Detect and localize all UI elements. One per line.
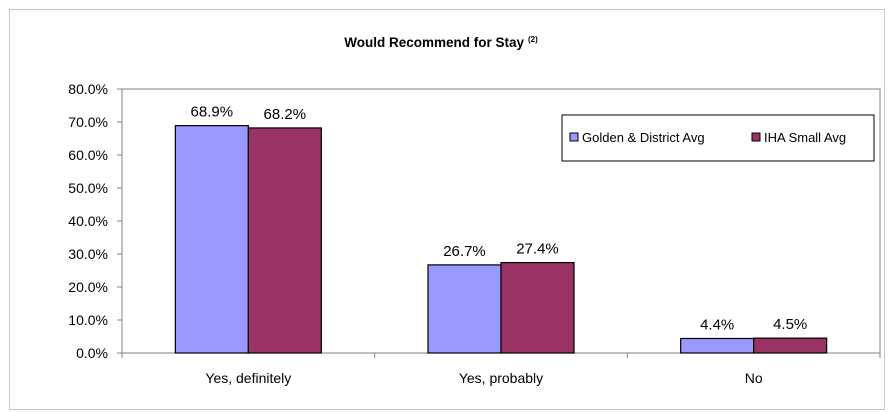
- legend-label: IHA Small Avg: [764, 130, 846, 145]
- x-tick-label: Yes, definitely: [205, 370, 291, 386]
- legend-label: Golden & District Avg: [582, 130, 705, 145]
- data-label: 68.9%: [191, 104, 234, 121]
- bar: [427, 264, 502, 354]
- data-label: 4.5%: [773, 316, 807, 333]
- y-tick-label: 80.0%: [68, 81, 108, 97]
- y-tick-label: 50.0%: [68, 180, 108, 196]
- bar: [753, 337, 828, 354]
- y-tick-label: 30.0%: [68, 246, 108, 262]
- data-label: 4.4%: [700, 316, 734, 333]
- y-tick-label: 10.0%: [68, 312, 108, 328]
- x-tick-label: Yes, probably: [459, 370, 543, 386]
- y-tick-label: 70.0%: [68, 114, 108, 130]
- bar: [500, 261, 575, 354]
- y-tick-label: 40.0%: [68, 213, 108, 229]
- axis-layer: 0.0% 10.0% 20.0% 30.0% 40.0% 50.0% 60.0% 70.0% 8…: [68, 81, 881, 386]
- chart-title-superscript: (2): [528, 35, 538, 44]
- data-label: 26.7%: [443, 243, 486, 260]
- data-label: 27.4%: [516, 241, 559, 258]
- data-label: 68.2%: [264, 106, 307, 123]
- y-tick-label: 60.0%: [68, 147, 108, 163]
- bar: [174, 125, 249, 354]
- bar: [680, 337, 755, 354]
- chart-title: Would Recommend for Stay (2): [344, 35, 538, 50]
- labels-layer: 68.9% 68.2% 26.7% 27.4% 4.4% 4.5%: [191, 104, 808, 334]
- chart-title-text: Would Recommend for Stay: [344, 35, 524, 50]
- y-tick-label: 20.0%: [68, 279, 108, 295]
- bar: [247, 127, 322, 354]
- y-tick-label: 0.0%: [76, 345, 108, 361]
- legend-swatch: [569, 132, 579, 142]
- x-tick-label: No: [745, 370, 763, 386]
- legend: Golden & District Avg IHA Small Avg: [561, 114, 875, 162]
- legend-swatch: [751, 132, 761, 142]
- bars-layer: [174, 125, 828, 354]
- legend-box: [561, 114, 875, 162]
